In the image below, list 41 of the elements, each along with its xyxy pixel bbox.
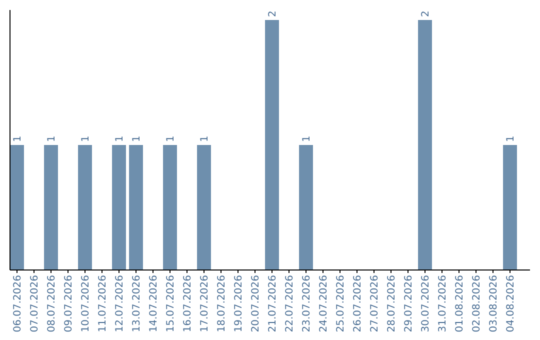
x-tick-label: 08.07.2026: [46, 275, 58, 332]
data-label: 2: [268, 10, 278, 17]
data-label: 1: [12, 136, 24, 142]
x-tick-label: 12.07.2026: [114, 275, 126, 332]
x-tick-label: 28.07.2026: [386, 275, 398, 332]
x-tick-label: 06.07.2026: [12, 275, 24, 332]
data-label: 1: [302, 136, 312, 142]
x-tick-label: 15.07.2026: [166, 275, 176, 332]
x-tick-label: 10.07.2026: [80, 275, 92, 332]
x-tick-label: 31.07.2026: [438, 275, 448, 332]
data-label: 1: [506, 136, 516, 142]
data-label: 1: [114, 136, 126, 142]
x-tick-label: 23.07.2026: [302, 275, 312, 332]
x-tick-label: 04.08.2026: [506, 275, 516, 332]
x-tick-label: 13.07.2026: [132, 275, 142, 332]
x-tick-label: 25.07.2026: [336, 275, 346, 332]
data-label: 1: [46, 136, 58, 142]
x-tick-label: 17.07.2026: [200, 275, 210, 332]
data-label: 1: [132, 136, 142, 142]
x-tick-label: 22.07.2026: [284, 275, 296, 332]
x-tick-label: 18.07.2026: [216, 275, 228, 332]
x-tick-label: 11.07.2026: [98, 275, 108, 332]
x-tick-label: 03.08.2026: [488, 275, 500, 332]
x-tick-label: 30.07.2026: [420, 275, 432, 332]
x-tick-label: 24.07.2026: [318, 275, 330, 332]
x-tick-label: 14.07.2026: [148, 275, 160, 332]
x-tick-label: 26.07.2026: [352, 275, 364, 332]
x-tick-label: 09.07.2026: [64, 275, 74, 332]
x-tick-label: 29.07.2026: [404, 275, 414, 332]
x-tick-label: 16.07.2026: [182, 275, 194, 332]
data-label: 2: [420, 10, 432, 17]
data-label: 1: [200, 136, 210, 142]
x-tick-label: 02.08.2026: [472, 275, 482, 332]
data-label: 1: [80, 136, 92, 142]
x-tick-label: 21.07.2026: [268, 275, 278, 332]
x-tick-label: 07.07.2026: [30, 275, 40, 332]
data-label: 1: [166, 136, 176, 142]
x-tick-label: 01.08.2026: [454, 275, 466, 332]
x-tick-label: 27.07.2026: [370, 275, 380, 332]
x-tick-label: 19.07.2026: [234, 275, 244, 332]
x-tick-label: 20.07.2026: [250, 275, 262, 332]
